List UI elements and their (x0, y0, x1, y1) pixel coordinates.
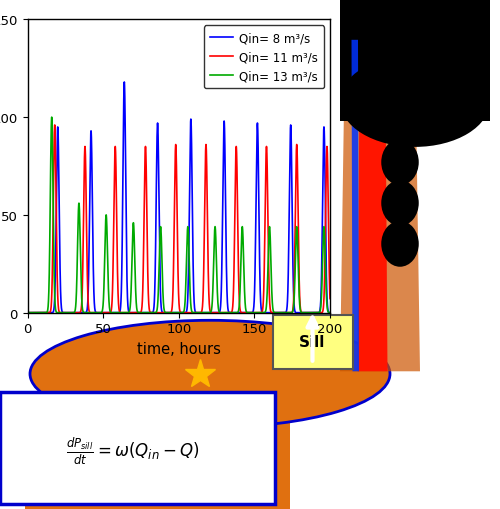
Polygon shape (340, 0, 490, 122)
Polygon shape (358, 10, 388, 372)
FancyBboxPatch shape (272, 316, 352, 369)
Qin= 11 m³/s (37, 310, 43, 316)
Ellipse shape (382, 140, 419, 186)
Qin= 11 m³/s (24, 310, 30, 316)
X-axis label: time, hours: time, hours (137, 341, 220, 356)
Qin= 11 m³/s (26, 310, 32, 316)
Qin= 8 m³/s (24, 310, 30, 316)
Polygon shape (25, 402, 290, 509)
Qin= 11 m³/s (52, 123, 58, 129)
Qin= 8 m³/s (327, 310, 333, 316)
Text: $Q_{in}$: $Q_{in}$ (326, 449, 359, 472)
Qin= 11 m³/s (311, 310, 317, 316)
Qin= 8 m³/s (122, 80, 128, 86)
Text: Sill: Sill (300, 334, 326, 350)
Legend: Qin= 8 m³/s, Qin= 11 m³/s, Qin= 13 m³/s: Qin= 8 m³/s, Qin= 11 m³/s, Qin= 13 m³/s (204, 26, 324, 89)
Line: Qin= 13 m³/s: Qin= 13 m³/s (28, 118, 330, 313)
Polygon shape (352, 41, 359, 372)
Qin= 13 m³/s (37, 310, 43, 316)
Qin= 13 m³/s (24, 310, 30, 316)
Qin= 13 m³/s (26, 310, 32, 316)
Ellipse shape (340, 56, 490, 148)
Qin= 8 m³/s (26, 310, 32, 316)
Qin= 11 m³/s (84, 244, 90, 250)
Qin= 11 m³/s (327, 296, 333, 302)
Qin= 8 m³/s (311, 310, 317, 316)
Qin= 13 m³/s (172, 310, 178, 316)
Qin= 8 m³/s (172, 310, 178, 316)
Qin= 13 m³/s (42, 310, 48, 316)
Qin= 13 m³/s (311, 310, 317, 316)
Qin= 8 m³/s (37, 310, 43, 316)
Qin= 13 m³/s (327, 310, 333, 316)
Qin= 13 m³/s (48, 115, 54, 121)
Qin= 13 m³/s (84, 310, 90, 316)
Ellipse shape (30, 321, 390, 428)
Qin= 11 m³/s (172, 147, 178, 153)
Qin= 8 m³/s (42, 310, 48, 316)
Ellipse shape (382, 221, 419, 267)
Line: Qin= 8 m³/s: Qin= 8 m³/s (28, 83, 330, 313)
Text: $\frac{dP_{sill}}{dt} = \omega(Q_{in} - Q)$: $\frac{dP_{sill}}{dt} = \omega(Q_{in} - … (66, 435, 199, 466)
Ellipse shape (382, 181, 419, 227)
FancyBboxPatch shape (0, 392, 275, 504)
Line: Qin= 11 m³/s: Qin= 11 m³/s (28, 126, 330, 313)
Qin= 11 m³/s (42, 310, 48, 316)
Qin= 8 m³/s (84, 308, 90, 315)
Polygon shape (340, 41, 420, 372)
